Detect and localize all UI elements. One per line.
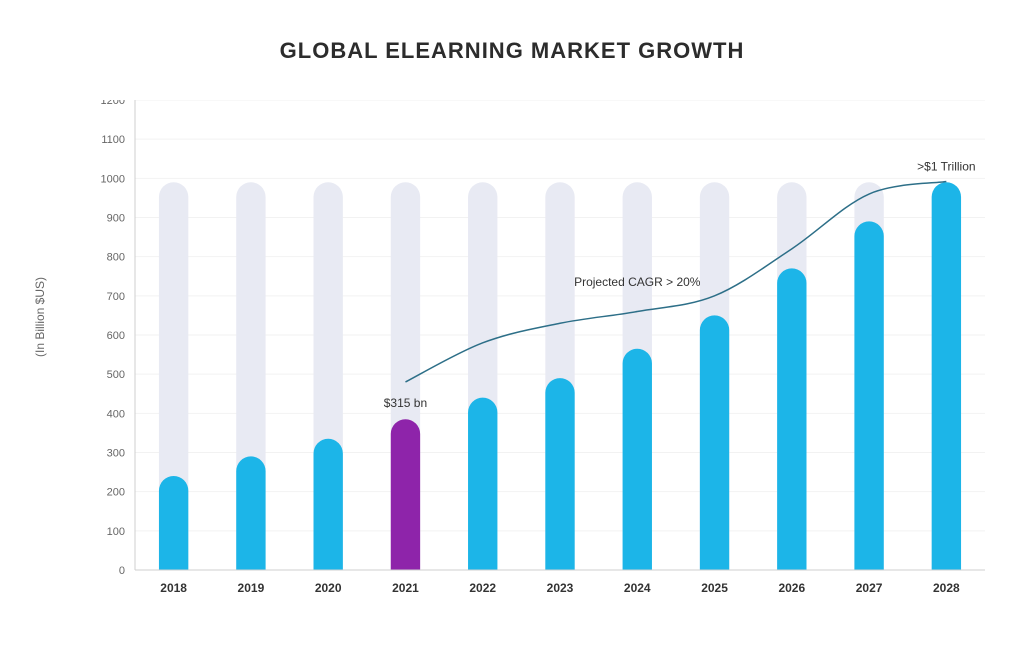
y-tick-label: 200 bbox=[107, 487, 125, 499]
x-tick-label: 2019 bbox=[238, 581, 265, 595]
y-tick-label: 700 bbox=[107, 291, 125, 303]
data-bar bbox=[314, 439, 343, 570]
chart-svg: 0 100 200 300 400 500 600 700 800 900 1000 1100 1200… bbox=[85, 100, 985, 620]
data-bar bbox=[777, 268, 806, 570]
trend-annotation: Projected CAGR > 20% bbox=[574, 275, 701, 289]
y-tick-label: 400 bbox=[107, 408, 125, 420]
y-tick-label: 0 bbox=[119, 565, 125, 577]
x-tick-label: 2018 bbox=[160, 581, 187, 595]
y-tick-label: 300 bbox=[107, 448, 125, 460]
x-tick-label: 2027 bbox=[856, 581, 883, 595]
x-tick-label: 2028 bbox=[933, 581, 960, 595]
data-bar bbox=[700, 315, 729, 570]
x-tick-label: 2020 bbox=[315, 581, 342, 595]
y-tick-label: 1100 bbox=[101, 134, 125, 146]
x-tick-label: 2025 bbox=[701, 581, 728, 595]
x-tick-label: 2023 bbox=[547, 581, 574, 595]
data-bar bbox=[854, 221, 883, 570]
data-bar bbox=[545, 378, 574, 570]
y-axis-label-wrap: (In Billion $US) bbox=[30, 100, 50, 620]
chart-area: 0 100 200 300 400 500 600 700 800 900 1000 1100 1200… bbox=[85, 100, 985, 620]
y-tick-label: 500 bbox=[107, 369, 125, 381]
y-tick-label: 100 bbox=[107, 526, 125, 538]
data-bar bbox=[468, 398, 497, 570]
highlight-bar bbox=[391, 419, 420, 570]
data-bar bbox=[236, 456, 265, 570]
x-tick-label: 2026 bbox=[778, 581, 805, 595]
data-bar bbox=[159, 476, 188, 570]
data-bar bbox=[932, 182, 961, 570]
chart-title: GLOBAL ELEARNING MARKET GROWTH bbox=[0, 38, 1024, 64]
y-tick-label: 900 bbox=[107, 213, 125, 225]
bar-annotation-final: >$1 Trillion bbox=[917, 159, 975, 173]
bar-annotation-current: $315 bn bbox=[384, 396, 427, 410]
y-tick-label: 600 bbox=[107, 330, 125, 342]
x-tick-label: 2021 bbox=[392, 581, 419, 595]
y-tick-label: 1200 bbox=[101, 100, 125, 107]
x-tick-label: 2024 bbox=[624, 581, 651, 595]
y-tick-label: 1000 bbox=[101, 173, 125, 185]
x-tick-label: 2022 bbox=[469, 581, 496, 595]
y-axis-label: (In Billion $US) bbox=[33, 117, 47, 517]
data-bar bbox=[623, 349, 652, 570]
y-tick-label: 800 bbox=[107, 252, 125, 264]
